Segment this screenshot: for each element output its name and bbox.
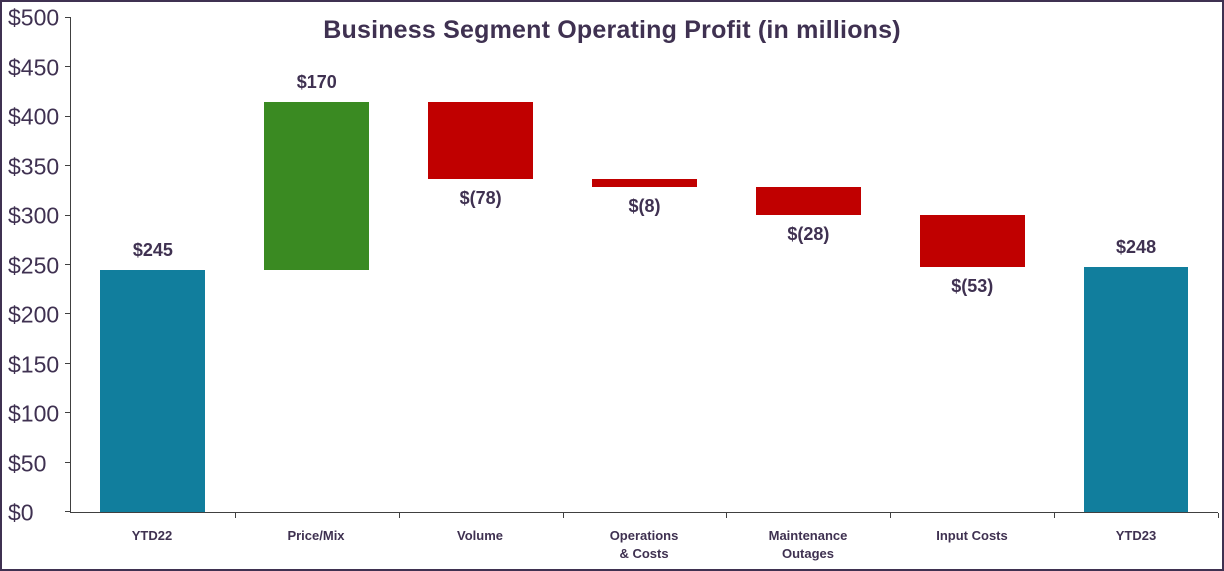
y-tick-label: $0 — [8, 499, 34, 526]
x-tick-mark — [562, 513, 564, 518]
y-tick-label: $300 — [8, 202, 60, 229]
bar-slot: $(8) — [563, 18, 727, 512]
bar-slot: $248 — [1054, 18, 1218, 512]
x-axis-labels: YTD22 Price/Mix Volume Operations & Costs Ma… — [70, 519, 1218, 563]
x-tick-mark — [726, 513, 728, 518]
y-tick-label: $500 — [8, 4, 60, 31]
waterfall-bar — [592, 179, 697, 187]
y-tick-mark — [65, 412, 71, 414]
bar-value-label: $245 — [132, 239, 173, 260]
y-tick-label: $450 — [8, 54, 60, 80]
y-tick-mark — [65, 165, 71, 167]
bar-slot: $(78) — [399, 18, 563, 512]
y-tick-mark — [65, 313, 71, 315]
x-category-label: YTD23 — [1115, 528, 1157, 543]
y-tick-label: $250 — [8, 252, 60, 278]
y-tick-mark — [65, 115, 71, 117]
y-axis-labels: $0 $50 $100 $150 $200 $250 $300 $350 $400 $450 $50… — [8, 5, 68, 526]
y-tick-mark — [65, 362, 71, 364]
x-category-label: Volume — [457, 528, 503, 543]
bar-slot: $170 — [235, 18, 399, 512]
x-category-label: Input Costs — [936, 528, 1008, 543]
bar-value-label: $(78) — [459, 188, 502, 209]
chart-title: Business Segment Operating Profit (in mi… — [323, 16, 901, 44]
x-category-label: YTD22 — [131, 528, 173, 543]
y-tick-mark — [65, 264, 71, 265]
x-tick-mark — [1054, 513, 1056, 518]
waterfall-bar — [919, 214, 1025, 267]
y-tick-label: $200 — [8, 301, 60, 328]
y-tick-label: $150 — [8, 351, 60, 377]
x-category-label: Maintenance Outages — [768, 528, 848, 561]
waterfall-bar — [428, 101, 534, 180]
y-tick-label: $350 — [8, 153, 60, 179]
x-tick-mark — [234, 513, 236, 518]
x-category-label: Operations & Costs — [609, 528, 679, 561]
x-tick-mark — [890, 513, 892, 518]
bar-slot: $245 — [71, 18, 235, 512]
y-tick-mark — [65, 511, 71, 512]
bar-value-label: $(8) — [628, 195, 661, 216]
y-tick-label: $100 — [8, 400, 60, 427]
waterfall-bar — [1083, 266, 1189, 512]
plot-area: $245 $170 $(78) $(8) $(28) $(53) $248 — [65, 17, 1219, 518]
bar-value-label: $248 — [1116, 236, 1157, 257]
x-tick-mark — [398, 513, 400, 518]
waterfall-bar — [755, 186, 861, 215]
waterfall-bar — [264, 102, 370, 270]
bar-value-label: $(53) — [951, 275, 994, 296]
y-tick-mark — [65, 66, 71, 68]
y-tick-mark — [65, 214, 71, 216]
x-category-label: Price/Mix — [287, 528, 345, 543]
y-tick-mark — [65, 461, 71, 463]
y-tick-label: $50 — [8, 450, 47, 476]
bar-value-label: $170 — [296, 71, 337, 92]
bar-slot: $(53) — [890, 18, 1054, 512]
bar-value-label: $(28) — [787, 223, 830, 244]
y-tick-mark — [65, 17, 71, 18]
y-tick-label: $400 — [8, 103, 60, 130]
waterfall-bar — [100, 269, 206, 512]
x-tick-mark — [1218, 513, 1219, 518]
bar-slot: $(28) — [726, 18, 890, 512]
